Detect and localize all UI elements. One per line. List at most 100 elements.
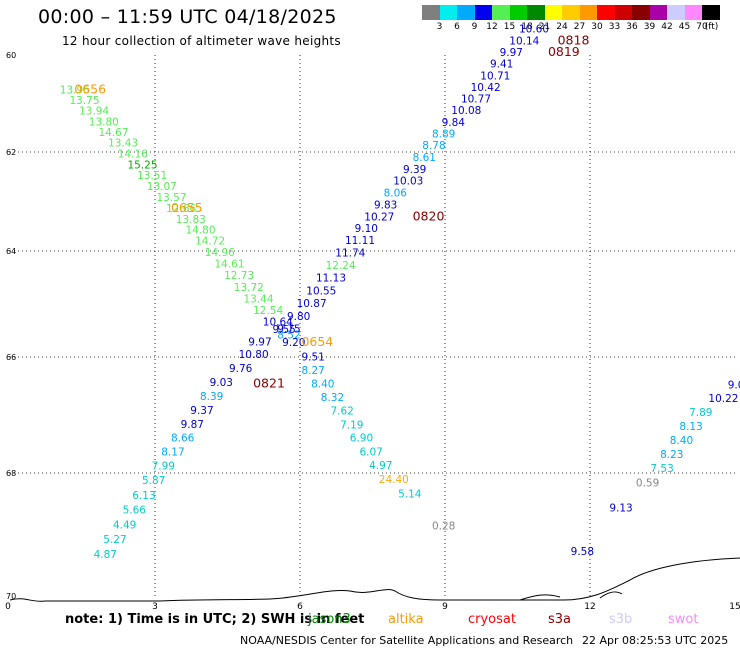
- pass-time-label: 0821: [253, 376, 285, 391]
- wave-height-label: 10.87: [297, 298, 327, 310]
- legend-label: 3: [436, 22, 443, 32]
- wave-height-label: 13.94: [79, 106, 109, 118]
- wave-height-label: 14.67: [98, 127, 128, 139]
- wave-height-label: 11.13: [316, 273, 346, 285]
- wave-height-label: 10.14: [509, 35, 539, 47]
- legend-label: 15: [503, 22, 516, 32]
- wave-height-label: 13.75: [69, 95, 99, 107]
- color-legend: [422, 5, 720, 20]
- wave-height-label: 11.74: [335, 247, 365, 259]
- satellite-label-jason3: jason3: [308, 612, 351, 627]
- wave-height-label: 8.40: [311, 379, 334, 391]
- wave-height-label: 8.17: [161, 447, 184, 459]
- legend-label: 33: [608, 22, 621, 32]
- wave-height-label: 10.27: [364, 211, 394, 223]
- x-tick-label: 6: [297, 602, 303, 612]
- wave-height-label: 9.13: [609, 503, 632, 515]
- wave-height-label: 4.97: [369, 460, 392, 472]
- legend-swatch: [597, 5, 615, 20]
- wave-height-label: 14.72: [195, 236, 225, 248]
- wave-height-label: 10.55: [306, 285, 336, 297]
- legend-label: (ft): [704, 22, 719, 32]
- legend-swatch: [684, 5, 702, 20]
- wave-height-label: 13.95: [60, 84, 90, 96]
- pass-time-label: 0818: [558, 32, 590, 47]
- wave-height-label: 12.24: [326, 260, 356, 272]
- legend-label: 70: [696, 22, 708, 32]
- wave-height-label: 13.72: [234, 282, 264, 294]
- wave-height-label: 10.22: [708, 393, 738, 405]
- legend-swatch: [457, 5, 475, 20]
- wave-height-label: 7.53: [650, 463, 673, 475]
- legend-swatch: [422, 5, 440, 20]
- legend-swatch: [509, 5, 527, 20]
- wave-height-label: 13.07: [147, 181, 177, 193]
- wave-height-label: 10.42: [471, 82, 501, 94]
- wave-height-label: 4.87: [94, 549, 117, 561]
- legend-swatch: [527, 5, 545, 20]
- wave-height-label: 9.84: [442, 117, 466, 129]
- wave-height-label: 9.87: [181, 419, 204, 431]
- wave-height-label: 5.27: [103, 534, 126, 546]
- coastline: [9, 557, 740, 602]
- wave-height-label: 13.80: [89, 116, 119, 128]
- satellite-label-s3a: s3a: [548, 612, 572, 627]
- wave-height-label: 9.83: [374, 199, 397, 211]
- pass-time-label: 0654: [301, 334, 333, 349]
- wave-height-label: 13.83: [176, 214, 206, 226]
- page-title: 00:00 – 11:59 UTC 04/18/2025: [38, 6, 337, 28]
- wave-height-label: 14.96: [205, 247, 235, 259]
- wave-height-label: 9.58: [571, 546, 594, 558]
- wave-height-label: 9.51: [301, 351, 324, 363]
- legend-label: 18: [521, 22, 533, 32]
- wave-height-label: 9.76: [229, 363, 253, 375]
- wave-height-label: 10.77: [461, 94, 491, 106]
- wave-height-label: 8.40: [670, 435, 693, 447]
- wave-height-label: 8.52: [277, 329, 300, 341]
- x-tick-label: 3: [152, 602, 158, 612]
- wave-height-label: 5.87: [142, 475, 165, 487]
- wave-height-label: 9.97: [248, 336, 271, 348]
- wave-height-label: 5.14: [398, 489, 422, 501]
- wave-height-label: 9.20: [282, 337, 305, 349]
- x-tick-label: 9: [442, 602, 448, 612]
- wave-height-label: 10.64: [263, 317, 293, 329]
- pass-time-label: 0656: [74, 81, 106, 96]
- x-tick-label: 15: [729, 602, 740, 612]
- wave-height-label: 13.43: [108, 138, 138, 150]
- legend-label: 30: [591, 22, 603, 32]
- legend-swatch: [562, 5, 580, 20]
- legend-label: 6: [454, 22, 460, 32]
- satellite-label-s3b: s3b: [609, 612, 633, 627]
- wave-height-label: 15.25: [127, 159, 157, 171]
- wave-height-label: 8.78: [422, 140, 445, 152]
- wave-height-label: 9.80: [287, 311, 310, 323]
- y-tick-label: 68: [6, 469, 16, 478]
- wave-height-label: 7.19: [340, 419, 363, 431]
- wave-height-label: 13.51: [137, 170, 167, 182]
- y-tick-label: 70: [6, 592, 16, 601]
- wave-height-label: 8.27: [301, 365, 324, 377]
- x-tick-label: 0: [5, 602, 11, 612]
- legend-swatch: [667, 5, 685, 20]
- pass-time-label: 0819: [548, 44, 580, 59]
- wave-height-label: 13.44: [243, 293, 273, 305]
- wave-height-label: 10.08: [451, 105, 481, 117]
- legend-label: 27: [573, 22, 586, 32]
- wave-height-label: 8.23: [660, 449, 683, 461]
- credit-text: NOAA/NESDIS Center for Satellite Applica…: [240, 634, 574, 647]
- wave-height-label: 13.57: [156, 192, 186, 204]
- wave-height-label: 8.32: [321, 392, 344, 404]
- wave-height-label: 8.06: [384, 188, 408, 200]
- legend-swatch: [614, 5, 632, 20]
- wave-height-label: 9.37: [190, 405, 213, 417]
- legend-swatch: [649, 5, 667, 20]
- wave-height-label: 14.80: [185, 225, 215, 237]
- axis-ticks: 0 3 6 9 12 15 60 62 64 66 68 70: [5, 51, 740, 612]
- legend-label: 9: [471, 22, 478, 32]
- legend-swatch: [474, 5, 492, 20]
- legend-swatch: [439, 5, 457, 20]
- legend-label: 12: [486, 22, 498, 32]
- wave-height-label: 0.28: [432, 521, 455, 533]
